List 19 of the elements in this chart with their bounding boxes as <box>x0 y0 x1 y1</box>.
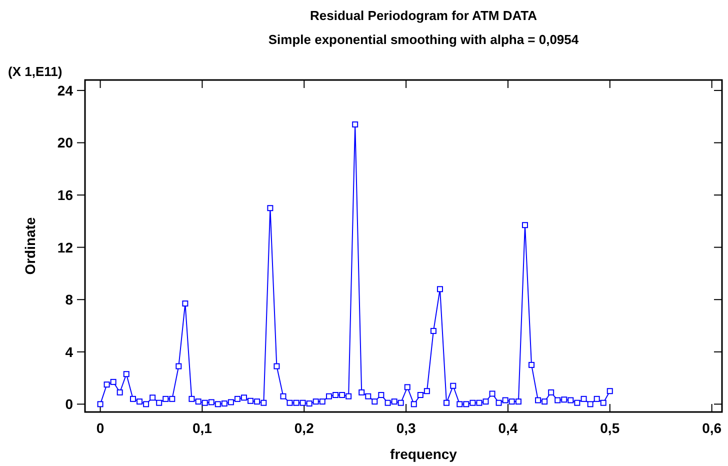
y-tick-label: 20 <box>57 134 74 151</box>
x-tick-label: 0,6 <box>702 420 722 436</box>
chart-title: Residual Periodogram for ATM DATA <box>310 8 538 23</box>
x-axis-title: frequency <box>390 446 458 462</box>
y-axis-title: Ordinate <box>22 217 38 275</box>
chart-subtitle: Simple exponential smoothing with alpha = 0,0954 <box>268 32 580 47</box>
x-tick-label: 0,3 <box>396 420 416 436</box>
x-tick-label: 0,5 <box>600 420 620 436</box>
x-tick-label: 0 <box>96 420 104 436</box>
x-tick-label: 0,2 <box>294 420 314 436</box>
y-tick-label: 8 <box>65 292 74 308</box>
x-tick-label: 0,1 <box>192 420 212 436</box>
x-tick-label: 0,4 <box>498 420 518 436</box>
y-tick-label: 4 <box>65 344 74 360</box>
y-tick-label: 12 <box>57 239 74 256</box>
text: (X 1,E11) <box>8 64 62 79</box>
y-tick-label: 24 <box>57 82 74 98</box>
y-tick-label: 16 <box>57 187 74 204</box>
y-tick-label: 0 <box>65 396 74 412</box>
